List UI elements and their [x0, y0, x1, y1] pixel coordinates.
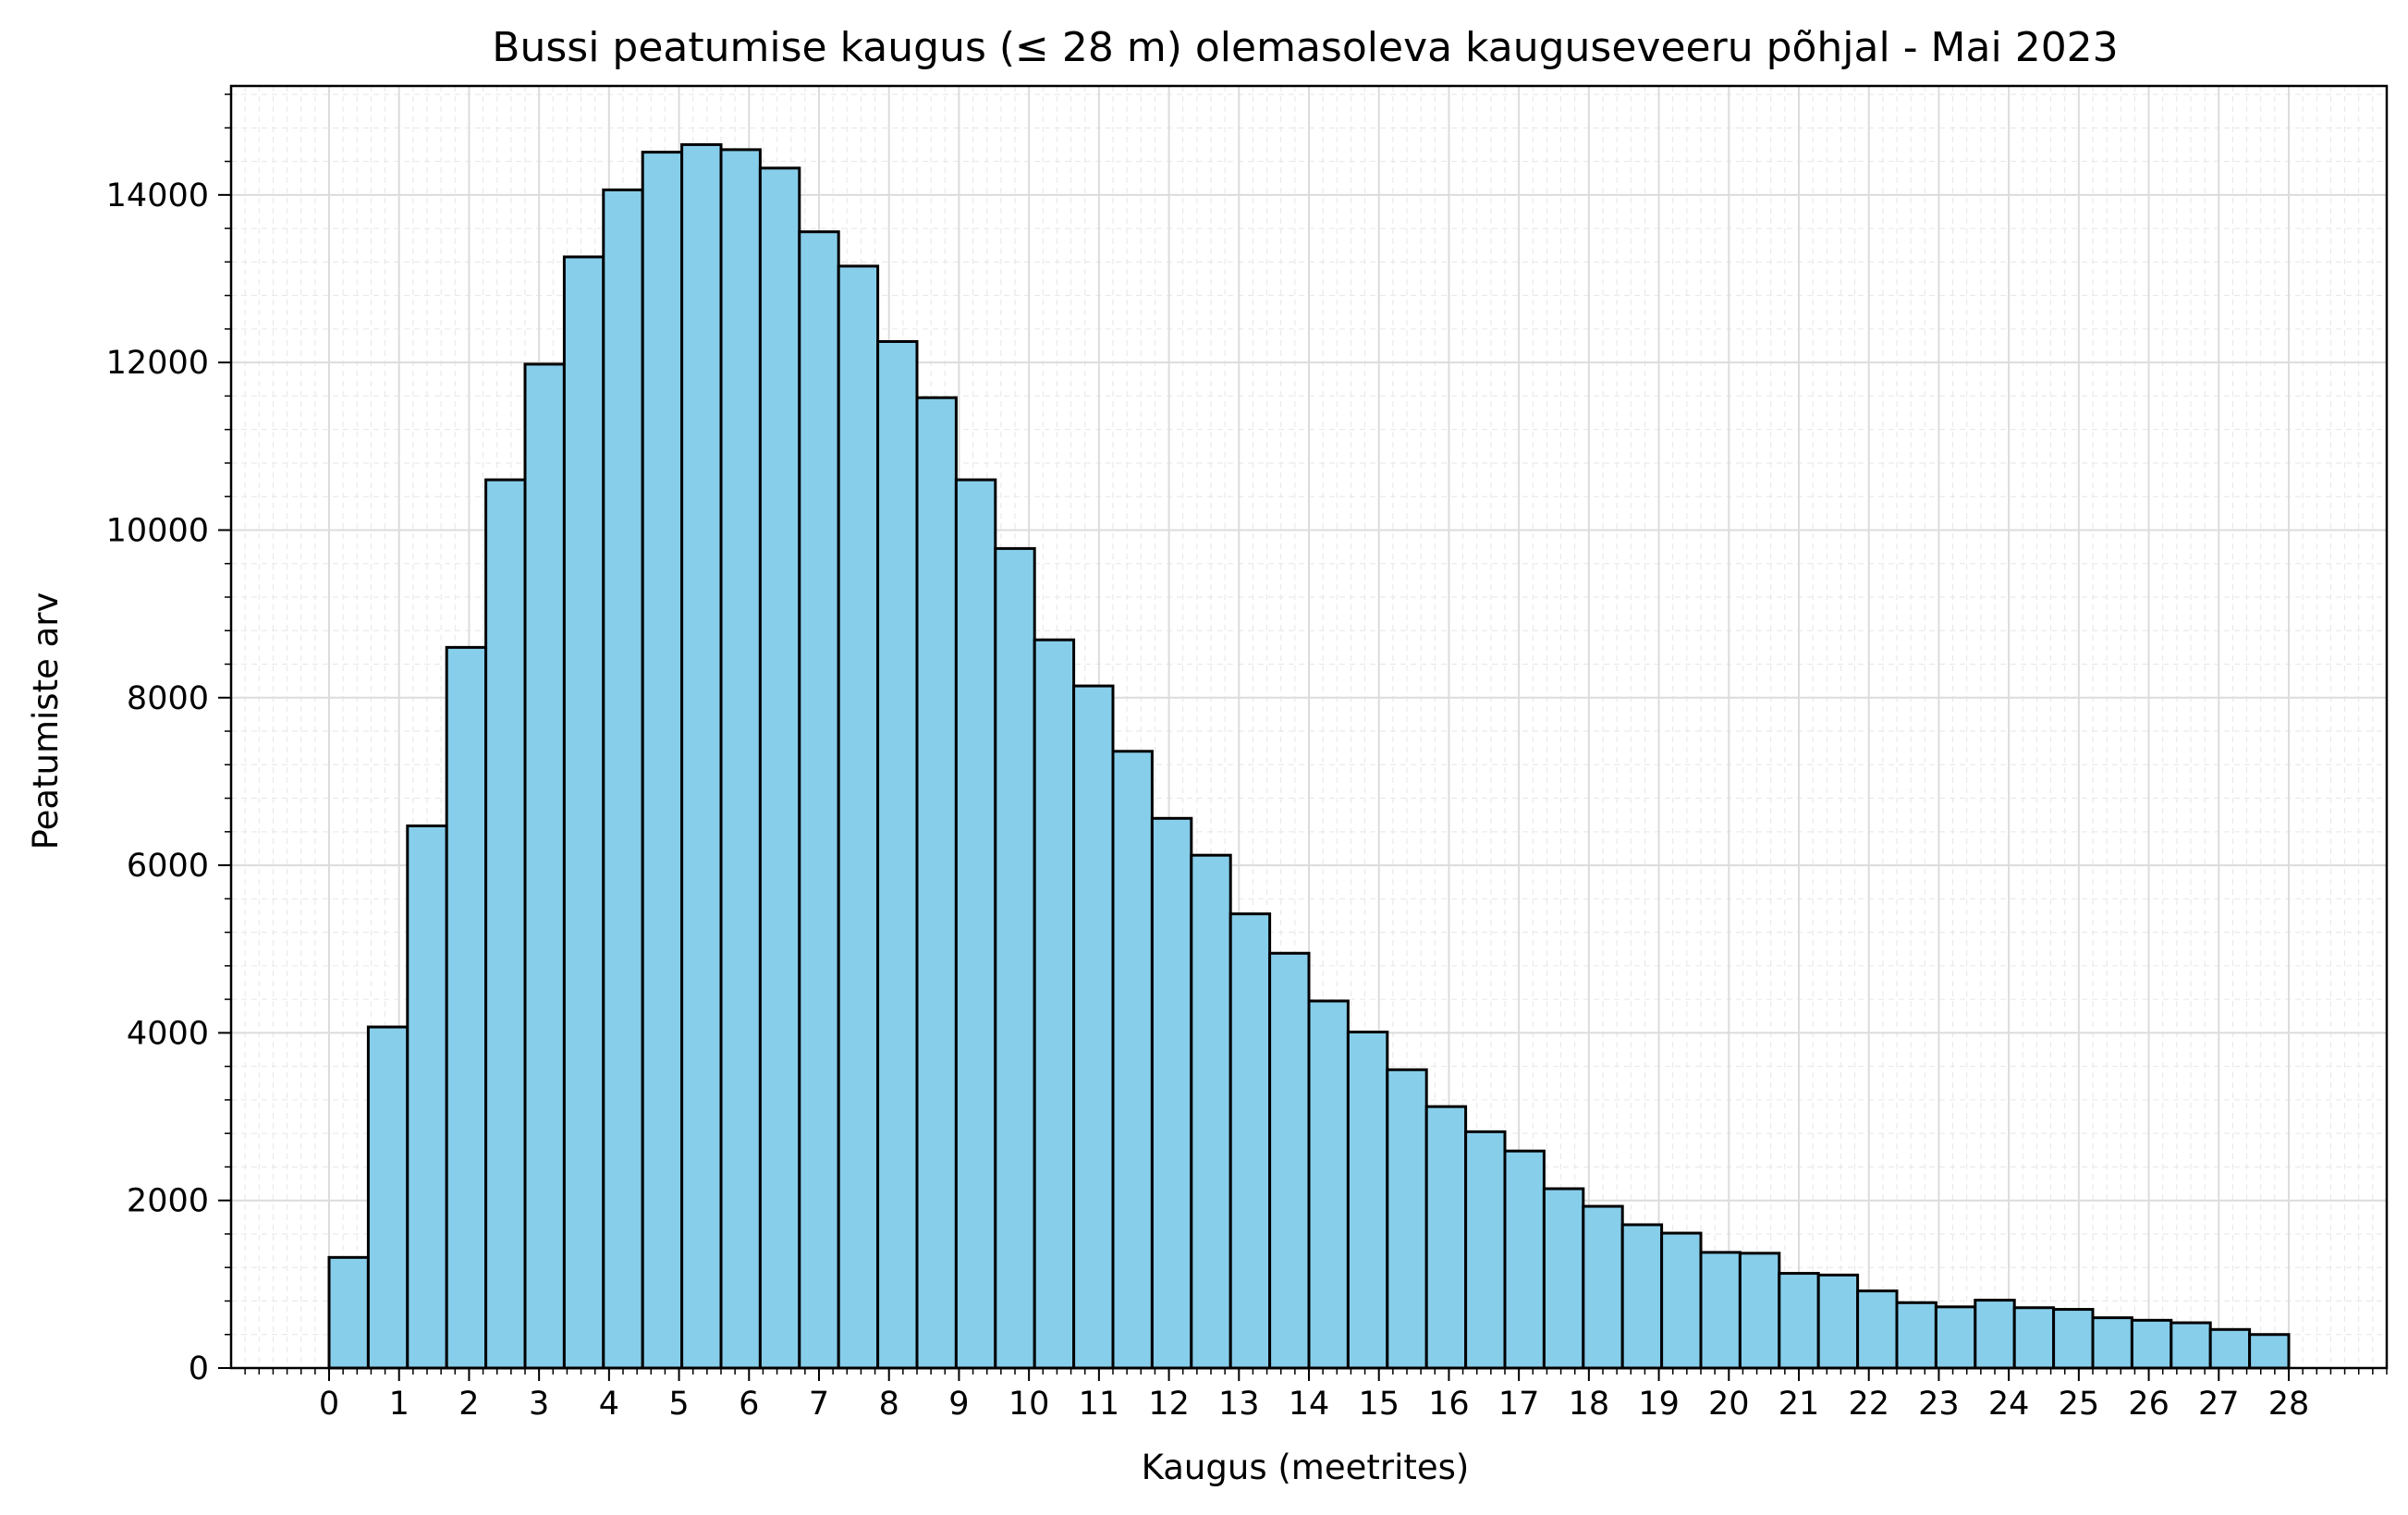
histogram-bar: [2170, 1321, 2212, 1370]
histogram-bar: [719, 148, 762, 1370]
x-tick-label: 9: [948, 1386, 969, 1423]
histogram-bar: [445, 645, 488, 1370]
histogram-bar: [994, 546, 1036, 1370]
histogram-bar: [1582, 1204, 1624, 1370]
y-tick-label: 10000: [106, 512, 209, 549]
y-tick-label: 8000: [127, 680, 209, 717]
y-tick-label: 2000: [127, 1183, 209, 1220]
x-tick-label: 19: [1638, 1386, 1680, 1423]
histogram-bar: [758, 166, 801, 1370]
histogram-bar: [2012, 1306, 2056, 1370]
x-tick-label: 17: [1498, 1386, 1540, 1423]
histogram-bar: [1503, 1149, 1546, 1370]
histogram-bar: [1816, 1273, 1860, 1370]
x-tick-label: 24: [1988, 1386, 2030, 1423]
x-tick-label: 12: [1148, 1386, 1190, 1423]
histogram-bar: [1111, 750, 1154, 1370]
histogram-bar: [1620, 1223, 1664, 1370]
histogram-bar: [406, 824, 448, 1370]
y-tick-label: 14000: [106, 177, 209, 214]
x-tick-label: 18: [1569, 1386, 1610, 1423]
histogram-bar: [1190, 853, 1232, 1370]
x-tick-label: 5: [668, 1386, 689, 1423]
histogram-bar: [1072, 684, 1115, 1370]
x-tick-label: 22: [1848, 1386, 1889, 1423]
x-tick-label: 28: [2268, 1386, 2310, 1423]
histogram-bar: [2130, 1318, 2173, 1370]
histogram-bar: [876, 339, 919, 1370]
histogram-bar: [1934, 1305, 1977, 1370]
x-tick-label: 26: [2128, 1386, 2170, 1423]
x-tick-label: 0: [319, 1386, 339, 1423]
x-tick-label: 4: [599, 1386, 619, 1423]
x-tick-label: 8: [879, 1386, 899, 1423]
histogram-bar: [1346, 1030, 1389, 1370]
x-tick-label: 25: [2059, 1386, 2100, 1423]
x-axis-label: Kaugus (meetrites): [1142, 1448, 1470, 1487]
x-tick-label: 7: [809, 1386, 829, 1423]
histogram-bar: [1386, 1068, 1428, 1370]
histogram-bar: [1033, 638, 1076, 1370]
x-tick-label: 27: [2198, 1386, 2240, 1423]
y-axis-label: Peatumiste arv: [26, 593, 66, 850]
histogram-bar: [837, 264, 880, 1370]
histogram-bar: [2208, 1327, 2252, 1370]
x-tick-label: 11: [1079, 1386, 1120, 1423]
y-tick-label: 12000: [106, 345, 209, 382]
histogram-bar: [1660, 1231, 1703, 1370]
y-tick-label: 0: [189, 1350, 209, 1387]
histogram-bar: [1307, 999, 1350, 1370]
bars: [327, 142, 2291, 1370]
axes: [218, 84, 2389, 1381]
x-tick-label: 23: [1918, 1386, 1960, 1423]
histogram-bar: [1464, 1130, 1507, 1370]
histogram-bar: [1738, 1252, 1781, 1370]
histogram-bar: [2248, 1333, 2291, 1370]
histogram-bar: [1424, 1105, 1468, 1370]
histogram-bar: [1895, 1301, 1937, 1370]
y-tick-label: 6000: [127, 848, 209, 885]
x-tick-label: 10: [1008, 1386, 1050, 1423]
histogram-bar: [484, 478, 527, 1370]
histogram-bar: [1228, 912, 1272, 1370]
histogram-bar: [1778, 1272, 1820, 1370]
histogram-bar: [954, 478, 997, 1370]
histogram-bar: [327, 1255, 370, 1370]
x-tick-label: 3: [529, 1386, 549, 1423]
histogram-bar: [1542, 1187, 1585, 1370]
x-tick-label: 20: [1708, 1386, 1750, 1423]
histogram-bar: [1699, 1251, 1742, 1370]
x-tick-label: 1: [389, 1386, 409, 1423]
x-tick-label: 21: [1778, 1386, 1820, 1423]
histogram-bar: [2091, 1316, 2133, 1370]
histogram-bar: [602, 188, 644, 1370]
histogram-bar: [1150, 816, 1193, 1370]
y-tick-label: 4000: [127, 1015, 209, 1052]
chart-title: Bussi peatumise kaugus (≤ 28 m) olemasol…: [492, 24, 2118, 71]
x-tick-label: 14: [1289, 1386, 1330, 1423]
histogram-bar: [641, 151, 684, 1370]
tick-labels: 0 1 2 3 4 5 6 7 8 9 10 11 12 13 14 15 16 17 18 19 20 21 22 23 24…: [106, 177, 2310, 1423]
histogram-bar: [680, 142, 723, 1370]
histogram-bar: [562, 255, 605, 1370]
histogram-bar: [1974, 1299, 2016, 1370]
histogram-bar: [1268, 951, 1311, 1370]
histogram-bar: [798, 230, 840, 1370]
x-tick-label: 2: [458, 1386, 479, 1423]
x-tick-label: 6: [739, 1386, 759, 1423]
x-tick-label: 15: [1358, 1386, 1400, 1423]
histogram-bar: [915, 396, 958, 1370]
x-tick-label: 13: [1218, 1386, 1260, 1423]
histogram-bar: [2052, 1308, 2095, 1370]
histogram-bar: [523, 362, 566, 1370]
x-tick-label: 16: [1428, 1386, 1470, 1423]
histogram-bar: [366, 1025, 409, 1370]
histogram-bar: [1856, 1289, 1899, 1370]
